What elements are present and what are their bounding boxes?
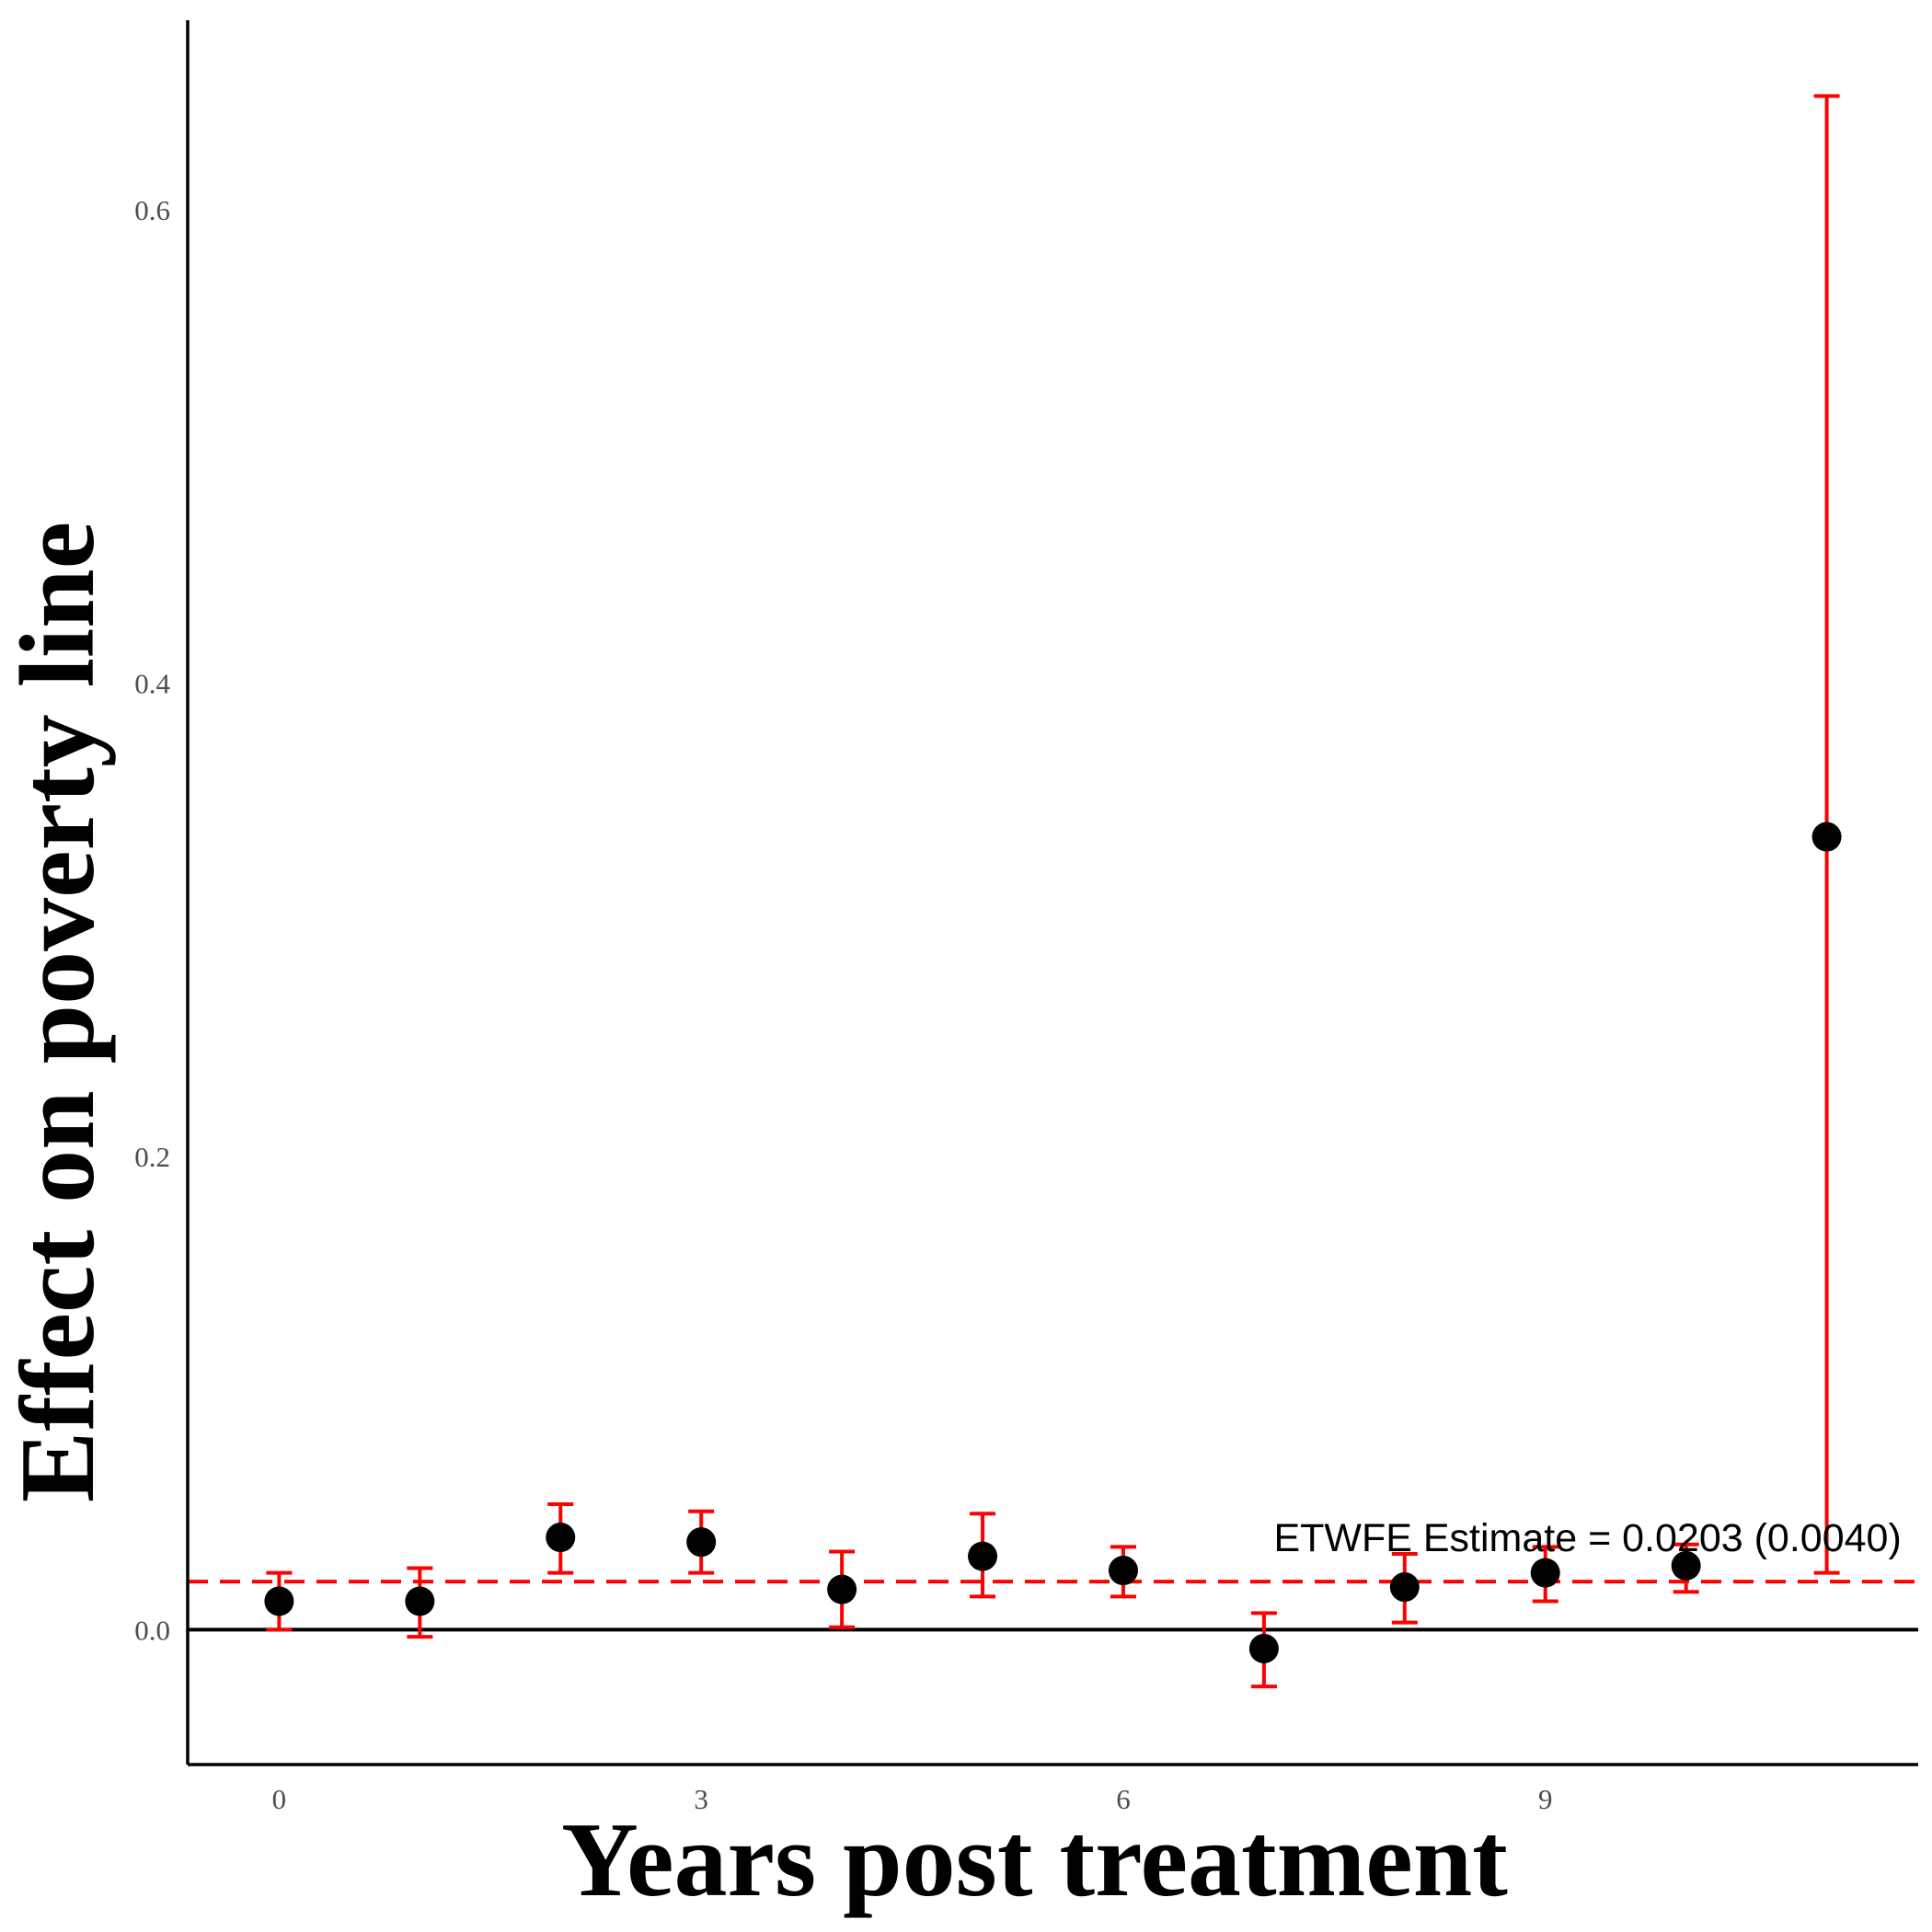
data-point bbox=[1248, 1633, 1279, 1663]
x-tick-label: 9 bbox=[1538, 1783, 1553, 1815]
y-axis-title: Effect on poverty line bbox=[0, 522, 117, 1502]
points-layer bbox=[264, 822, 1842, 1663]
data-point bbox=[1811, 822, 1842, 852]
x-axis-title: Years post treatment bbox=[561, 1801, 1508, 1919]
axes-layer bbox=[186, 20, 1918, 1766]
y-tick-label: 0.0 bbox=[134, 1614, 170, 1646]
x-tick-labels: 0 3 6 9 bbox=[272, 1783, 1553, 1815]
data-point bbox=[405, 1586, 435, 1616]
y-tick-label: 0.4 bbox=[134, 667, 170, 699]
y-tick-label: 0.6 bbox=[134, 194, 170, 226]
data-point bbox=[264, 1586, 294, 1616]
data-point bbox=[1108, 1556, 1138, 1586]
y-tick-label: 0.2 bbox=[134, 1141, 170, 1173]
estimate-annotation: ETWFE Estimate = 0.0203 (0.0040) bbox=[1273, 1516, 1901, 1560]
annotations-layer bbox=[188, 1580, 1918, 1632]
data-point bbox=[1530, 1558, 1560, 1588]
x-tick-label: 3 bbox=[694, 1783, 708, 1815]
data-point bbox=[1389, 1572, 1420, 1603]
data-point bbox=[968, 1541, 998, 1571]
x-tick-label: 6 bbox=[1116, 1783, 1131, 1815]
data-point bbox=[827, 1574, 857, 1604]
error-bars-layer bbox=[266, 94, 1840, 1689]
x-tick-label: 0 bbox=[272, 1783, 287, 1815]
data-point bbox=[546, 1523, 576, 1553]
y-tick-labels: 0.0 0.2 0.4 0.6 bbox=[134, 194, 170, 1647]
data-point bbox=[1671, 1550, 1701, 1581]
data-point bbox=[686, 1527, 717, 1558]
